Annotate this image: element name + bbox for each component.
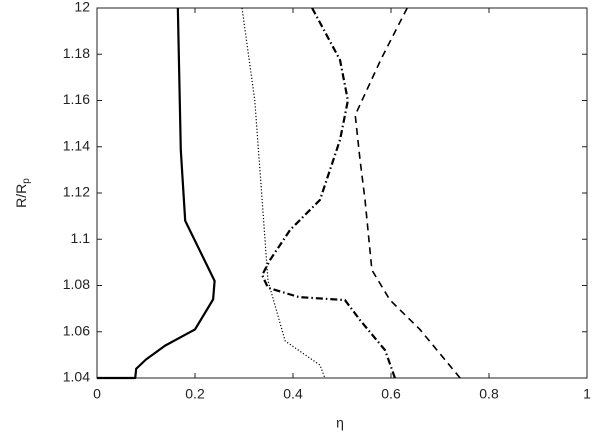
x-tick-label: 0.4 xyxy=(283,386,303,402)
y-tick-label: 12 xyxy=(74,0,90,15)
y-tick-label: 1.1 xyxy=(71,230,91,246)
y-tick-label: 1.14 xyxy=(63,137,90,153)
x-tick-label: 0.2 xyxy=(185,386,205,402)
plot-frame xyxy=(96,7,588,379)
y-axis-label-main: R/R xyxy=(13,184,29,208)
y-tick-label: 1.16 xyxy=(63,91,90,107)
y-axis-label: R/Rp xyxy=(13,178,32,208)
x-tick-label: 0.6 xyxy=(381,386,401,402)
line-series xyxy=(241,7,326,379)
line-series xyxy=(354,7,461,379)
line-series xyxy=(97,7,216,380)
y-tick-label: 1.12 xyxy=(63,184,90,200)
x-tick-label: 0.8 xyxy=(479,386,499,402)
y-tick-label: 1.18 xyxy=(63,45,90,61)
x-tick-label: 1 xyxy=(583,386,591,402)
line-series xyxy=(261,7,396,379)
y-axis-label-sub: p xyxy=(21,178,32,184)
x-axis-label: η xyxy=(336,415,344,431)
y-tick-label: 1.04 xyxy=(63,369,90,385)
y-tick-label: 1.08 xyxy=(63,276,90,292)
x-tick-label: 0 xyxy=(93,386,101,402)
y-tick-label: 1.06 xyxy=(63,322,90,338)
